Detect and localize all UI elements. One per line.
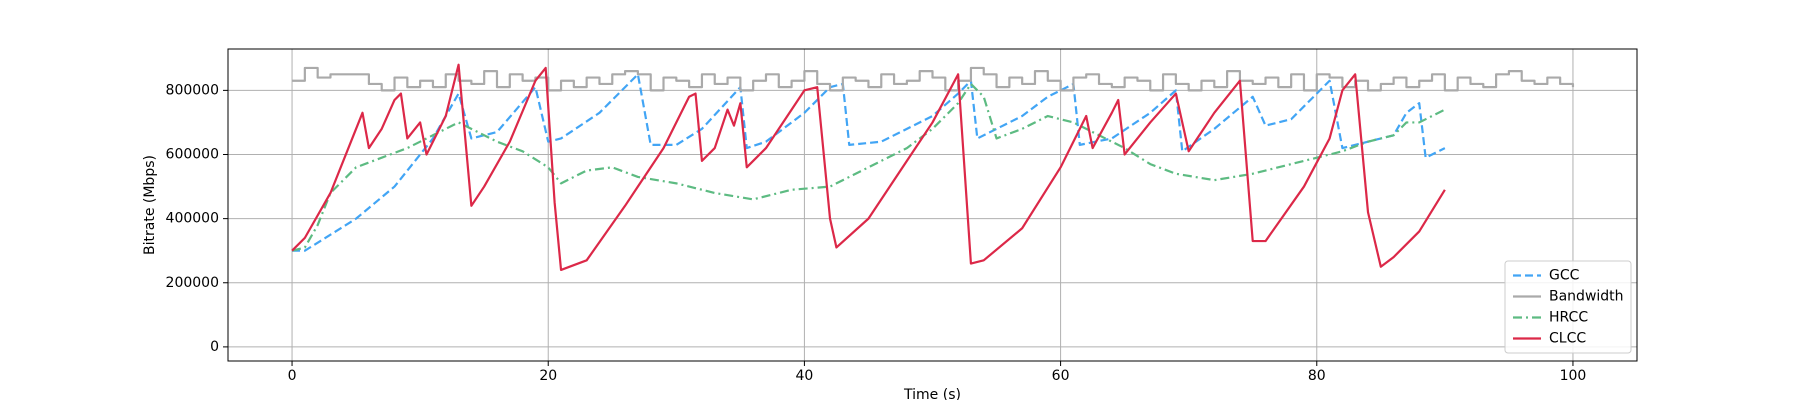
axes-frame xyxy=(227,48,1638,362)
legend-label: HRCC xyxy=(1549,310,1588,326)
x-tick-label: 20 xyxy=(539,368,557,384)
x-tick-label: 0 xyxy=(288,368,297,384)
series-line xyxy=(291,82,1446,252)
series-line xyxy=(292,66,1575,92)
series-line xyxy=(292,73,1446,252)
series-line xyxy=(291,63,1446,272)
x-tick-label: 40 xyxy=(795,368,813,384)
legend-box xyxy=(1504,260,1632,354)
x-tick-label: 60 xyxy=(1052,368,1070,384)
y-axis-label: Bitrate (Mbps) xyxy=(142,155,158,255)
legend-label: CLCC xyxy=(1549,331,1586,347)
x-tick-label: 80 xyxy=(1308,368,1326,384)
y-tick-label: 600000 xyxy=(166,146,219,162)
y-tick-label: 200000 xyxy=(166,275,219,291)
y-tick-label: 400000 xyxy=(166,211,219,227)
x-tick-label: 100 xyxy=(1560,368,1587,384)
legend: GCC Bandwidth HRCC CLCC xyxy=(1504,260,1632,354)
y-tick-label: 800000 xyxy=(166,82,219,98)
legend-label: GCC xyxy=(1549,268,1580,284)
y-tick-label: 0 xyxy=(210,339,219,355)
legend-label: Bandwidth xyxy=(1549,289,1624,305)
x-axis-label: Time (s) xyxy=(903,387,961,400)
plot-area xyxy=(228,49,1637,361)
